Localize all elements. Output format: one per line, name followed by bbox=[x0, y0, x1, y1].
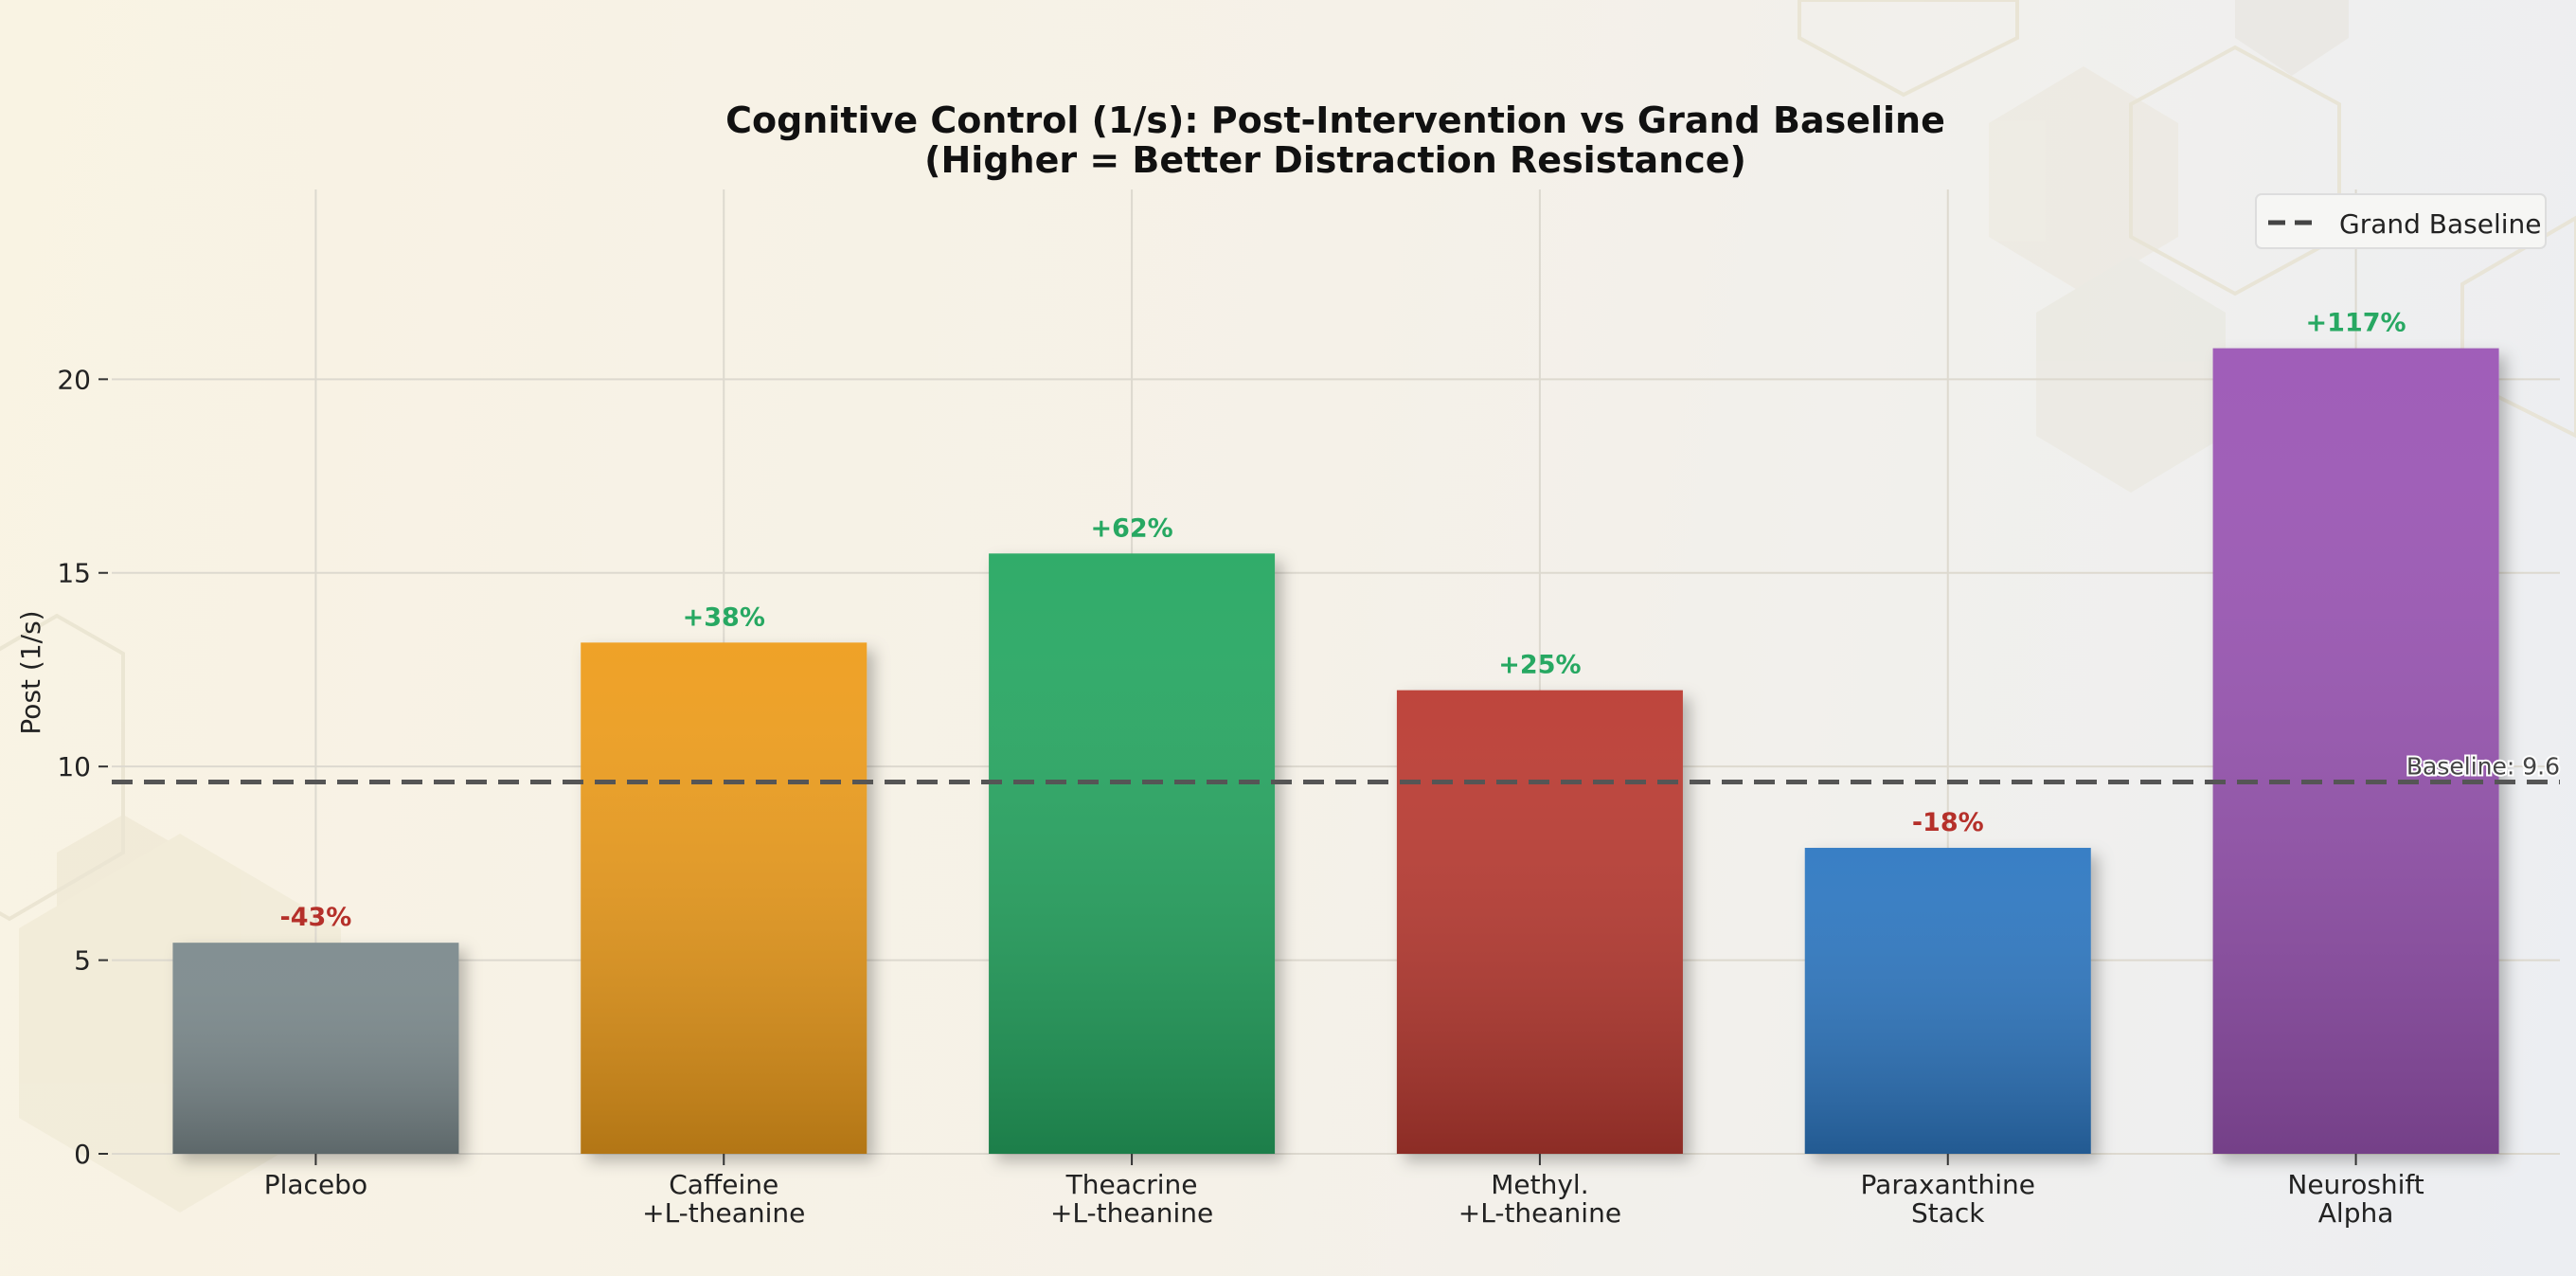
x-tick-label: +L-theanine bbox=[642, 1197, 805, 1229]
bars: -43% +38% +62% +25% -18% +117% Baseline: 9.6 bbox=[112, 309, 2562, 1154]
bar-value-label: -43% bbox=[279, 903, 351, 932]
x-tick-label: Neuroshift bbox=[2287, 1169, 2424, 1200]
bar-shading bbox=[989, 553, 1276, 1154]
y-tick-label: 0 bbox=[74, 1139, 91, 1170]
chart-subtitle: (Higher = Better Distraction Resistance) bbox=[924, 139, 1746, 181]
bar-shading bbox=[1396, 690, 1683, 1154]
y-tick-label: 15 bbox=[57, 558, 91, 589]
bar-value-label: +62% bbox=[1090, 513, 1172, 543]
legend: Grand Baseline bbox=[2255, 193, 2547, 249]
x-tick-label: Methyl. bbox=[1491, 1169, 1588, 1200]
x-tick-label: +L-theanine bbox=[1458, 1197, 1621, 1229]
bar-value-label: +117% bbox=[2306, 309, 2406, 338]
bar-value-label: +38% bbox=[683, 602, 765, 632]
x-tick-label: Placebo bbox=[264, 1169, 367, 1200]
y-tick-label: 5 bbox=[74, 945, 91, 977]
y-axis-label: Post (1/s) bbox=[15, 610, 46, 734]
x-tick-label: Theacrine bbox=[1065, 1169, 1198, 1200]
legend-entry: Grand Baseline bbox=[2339, 208, 2542, 240]
bar-shading bbox=[1804, 848, 2091, 1154]
y-tick-label: 10 bbox=[57, 751, 91, 782]
x-tick-label: Stack bbox=[1911, 1197, 1985, 1229]
bar-shading bbox=[172, 943, 459, 1154]
bar-value-label: +25% bbox=[1498, 651, 1581, 680]
baseline-label: Baseline: 9.6 bbox=[2406, 753, 2560, 781]
x-tick-label: Caffeine bbox=[669, 1169, 778, 1200]
chart-title: Cognitive Control (1/s): Post-Interventi… bbox=[725, 99, 1945, 141]
legend-box bbox=[2255, 193, 2547, 249]
bar-shading bbox=[581, 642, 868, 1154]
x-tick-label: Alpha bbox=[2318, 1197, 2394, 1229]
bar-shading bbox=[2212, 348, 2499, 1154]
bar-value-label: -18% bbox=[1912, 808, 1984, 837]
x-tick-label: Paraxanthine bbox=[1861, 1169, 2035, 1200]
x-tick-label: +L-theanine bbox=[1050, 1197, 1213, 1229]
y-tick-label: 20 bbox=[57, 364, 91, 395]
